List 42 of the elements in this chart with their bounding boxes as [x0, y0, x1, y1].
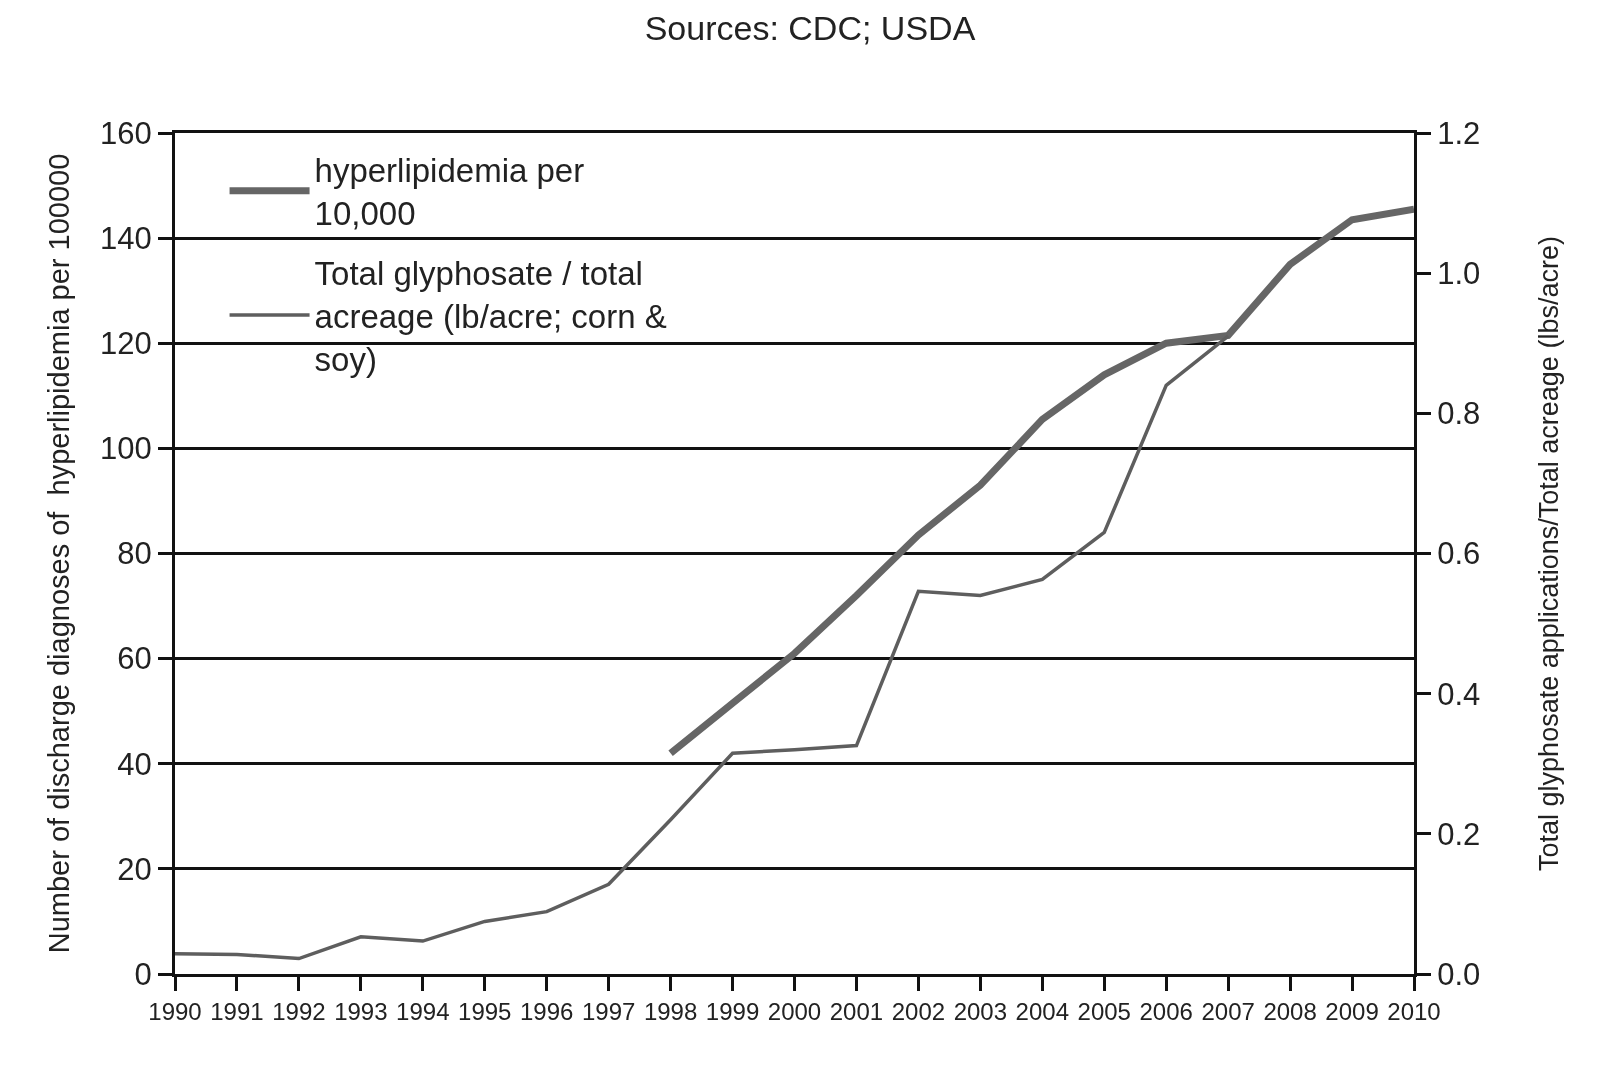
legend-label: hyperlipidemia per 10,000	[314, 152, 585, 233]
y2-tick-label: 0.6	[1437, 536, 1481, 572]
x-tick-label: 1996	[520, 997, 574, 1025]
x-tick-label: 2001	[829, 997, 884, 1025]
x-tick-label: 2009	[1325, 997, 1379, 1025]
chart-title: Sources: CDC; USDA	[644, 9, 976, 48]
x-tick-label: 2000	[767, 997, 822, 1025]
y2-tick-label: 0.8	[1437, 396, 1481, 432]
x-tick-label: 2004	[1015, 997, 1069, 1025]
y2-axis-title: Total glyphosate applications/Total acreage (lbs/acre)	[1533, 236, 1564, 871]
y-tick-label: 100	[100, 431, 152, 467]
x-tick-label: 1992	[272, 997, 326, 1025]
y-tick-label: 40	[117, 746, 152, 782]
y-tick-label: 160	[100, 115, 152, 151]
x-tick-label: 1990	[148, 997, 202, 1025]
x-tick-label: 2006	[1139, 997, 1193, 1025]
y2-tick-label: 1.2	[1437, 115, 1481, 151]
y-tick-label: 120	[100, 326, 152, 362]
y-tick-label: 20	[117, 851, 152, 887]
x-tick-label: 2008	[1263, 997, 1317, 1025]
x-tick-label: 1999	[705, 997, 760, 1025]
x-tick-label: 2010	[1387, 997, 1441, 1025]
x-tick-label: 1995	[458, 997, 512, 1025]
x-tick-label: 2002	[891, 997, 946, 1025]
y-tick-label: 80	[117, 536, 152, 572]
x-tick-label: 1994	[396, 997, 450, 1025]
y2-tick-label: 0.4	[1437, 676, 1481, 712]
x-tick-label: 1991	[210, 997, 264, 1025]
x-tick-label: 2003	[953, 997, 1008, 1025]
x-tick-label: 2007	[1201, 997, 1255, 1025]
x-tick-label: 2005	[1077, 997, 1131, 1025]
y-tick-label: 60	[117, 641, 152, 677]
x-tick-label: 1993	[334, 997, 388, 1025]
y2-tick-label: 0.2	[1437, 816, 1481, 852]
y-tick-label: 0	[134, 956, 152, 992]
legend-label: Total glyphosate / total acreage (lb/acre; corn & soy)	[314, 255, 667, 378]
x-tick-label: 1998	[643, 997, 698, 1025]
y-axis-title: Number of discharge diagnoses of hyperlipidemia per 100000	[43, 153, 76, 954]
y2-tick-label: 1.0	[1437, 256, 1481, 292]
y-tick-label: 140	[100, 220, 152, 256]
x-tick-label: 1997	[581, 997, 636, 1025]
y2-tick-label: 0.0	[1437, 956, 1481, 992]
